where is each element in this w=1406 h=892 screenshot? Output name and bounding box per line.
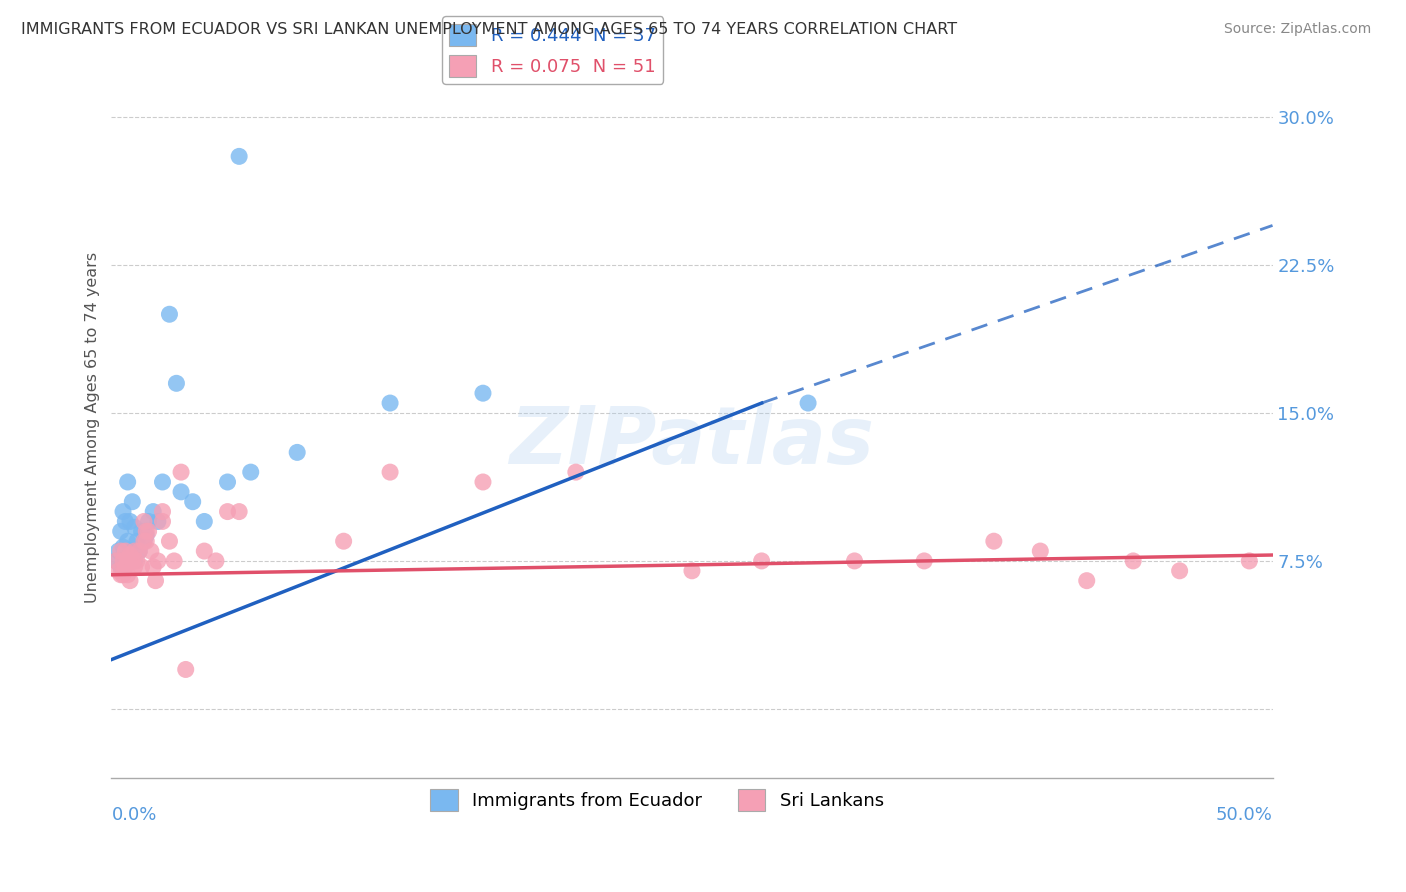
Point (378, 396, 401, 410)
Point (1029, 544, 1052, 558)
Point (107, 544, 129, 558)
Point (165, 376, 187, 391)
Point (110, 559, 132, 574)
Point (142, 505, 165, 519)
Point (107, 564, 129, 578)
Point (111, 554, 134, 568)
Point (472, 386, 495, 401)
Point (135, 528, 157, 542)
Point (983, 534, 1005, 549)
Point (1168, 564, 1191, 578)
Point (139, 544, 162, 558)
Point (124, 559, 146, 574)
Point (111, 540, 134, 554)
Point (681, 564, 703, 578)
Point (125, 554, 148, 568)
Point (159, 307, 181, 321)
Point (121, 544, 143, 558)
Point (912, 554, 935, 568)
Point (105, 554, 128, 568)
Point (111, 567, 134, 582)
Point (118, 548, 141, 562)
Point (285, 445, 308, 459)
Point (844, 554, 866, 568)
Point (131, 524, 153, 539)
Point (117, 554, 139, 568)
Point (228, 505, 250, 519)
Point (118, 574, 141, 588)
Point (131, 559, 153, 574)
Point (110, 544, 132, 558)
Point (472, 475, 495, 489)
Text: 0.0%: 0.0% (111, 806, 157, 824)
Point (378, 465, 401, 479)
Point (124, 520, 146, 534)
Point (105, 554, 128, 568)
Point (114, 544, 136, 558)
Point (128, 544, 150, 558)
Point (152, 505, 174, 519)
Point (1122, 554, 1144, 568)
Point (170, 484, 193, 499)
Y-axis label: Unemployment Among Ages 65 to 74 years: Unemployment Among Ages 65 to 74 years (86, 252, 100, 603)
Point (174, 663, 197, 677)
Legend: Immigrants from Ecuador, Sri Lankans: Immigrants from Ecuador, Sri Lankans (423, 781, 891, 818)
Point (1239, 554, 1261, 568)
Point (117, 534, 139, 549)
Point (128, 544, 150, 558)
Point (193, 544, 215, 558)
Point (181, 494, 204, 508)
Point (228, 149, 250, 163)
Text: 50.0%: 50.0% (1216, 806, 1272, 824)
Point (138, 524, 160, 539)
Text: IMMIGRANTS FROM ECUADOR VS SRI LANKAN UNEMPLOYMENT AMONG AGES 65 TO 74 YEARS COR: IMMIGRANTS FROM ECUADOR VS SRI LANKAN UN… (21, 22, 957, 37)
Point (193, 515, 215, 529)
Point (146, 554, 169, 568)
Point (118, 515, 141, 529)
Point (332, 534, 354, 549)
Point (146, 515, 169, 529)
Text: ZIPatlas: ZIPatlas (509, 402, 875, 481)
Point (159, 534, 181, 549)
Point (152, 475, 174, 489)
Point (110, 524, 132, 539)
Point (217, 505, 239, 519)
Point (132, 534, 155, 549)
Point (135, 534, 157, 549)
Text: Source: ZipAtlas.com: Source: ZipAtlas.com (1223, 22, 1371, 37)
Point (114, 515, 136, 529)
Point (110, 567, 132, 582)
Point (205, 554, 228, 568)
Point (751, 554, 773, 568)
Point (1076, 574, 1098, 588)
Point (125, 534, 148, 549)
Point (135, 524, 157, 539)
Point (132, 515, 155, 529)
Point (142, 559, 165, 574)
Point (145, 574, 167, 588)
Point (117, 567, 139, 582)
Point (117, 475, 139, 489)
Point (163, 554, 186, 568)
Point (138, 515, 160, 529)
Point (114, 559, 136, 574)
Point (797, 396, 820, 410)
Point (152, 515, 174, 529)
Point (118, 554, 141, 568)
Point (114, 554, 136, 568)
Point (111, 505, 134, 519)
Point (565, 465, 588, 479)
Point (170, 465, 193, 479)
Point (217, 475, 239, 489)
Point (124, 544, 146, 558)
Point (124, 554, 146, 568)
Point (132, 534, 155, 549)
Point (121, 554, 143, 568)
Point (121, 494, 143, 508)
Point (239, 465, 262, 479)
